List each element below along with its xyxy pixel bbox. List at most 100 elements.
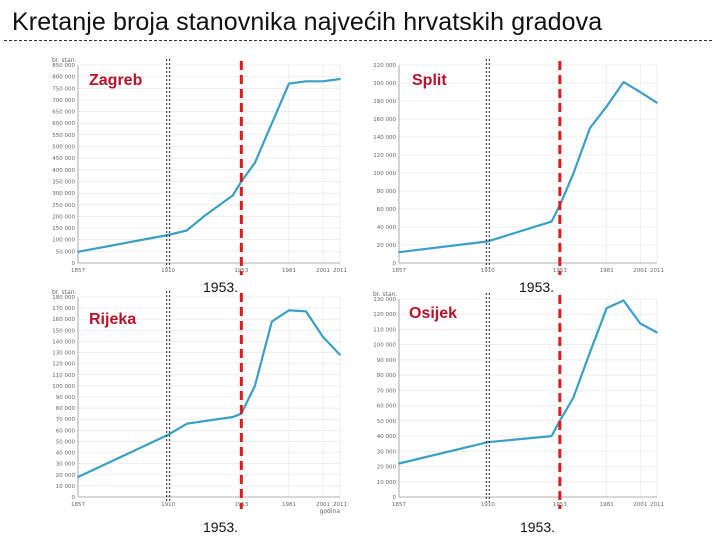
y-tick-label: 700 000: [52, 98, 75, 104]
data-point: [322, 336, 324, 338]
data-point: [339, 353, 341, 356]
data-point: [185, 422, 188, 425]
y-tick-label: 400 000: [52, 168, 75, 174]
data-point: [622, 81, 625, 83]
marker-label-zagreb: 1953.: [203, 279, 239, 295]
marker-label-split: 1953.: [519, 279, 555, 295]
y-tick-label: 50 000: [377, 419, 397, 425]
x-tick-label: 2011: [650, 502, 664, 508]
data-point: [231, 416, 234, 418]
y-tick-label: 120 000: [373, 153, 396, 159]
chart-split: 220 000 200 000 180 000 160 000 140 000 120 0…: [365, 55, 665, 295]
y-tick-label: 80 000: [56, 406, 76, 412]
data-point: [305, 310, 307, 313]
y-tick-label: 250 000: [52, 203, 75, 209]
data-point: [622, 299, 625, 302]
y-tick-label: 180 000: [52, 295, 75, 301]
y-tick-label: 90 000: [377, 358, 397, 364]
y-tick-label: 110 000: [52, 373, 75, 379]
y-tick-label: 40 000: [377, 434, 397, 440]
data-point: [77, 250, 79, 253]
y-tick-label: 80 000: [377, 373, 397, 379]
x-tick-label: 2011: [333, 268, 347, 274]
y-tick-label: 40 000: [377, 225, 397, 231]
y-tick-label: 140 000: [52, 339, 75, 345]
data-point: [185, 229, 188, 232]
data-point: [639, 322, 642, 325]
x-tick-label: 1981: [600, 502, 614, 508]
city-label-osijek: Osijek: [409, 305, 458, 322]
data-point: [589, 351, 591, 354]
y-tick-label: 30 000: [377, 449, 397, 455]
x-tick-label: 1857: [71, 268, 85, 274]
y-unit-label: br. stan.: [52, 57, 76, 64]
y-tick-label: 140 000: [373, 135, 396, 141]
data-point: [305, 80, 307, 83]
y-tick-label: 160 000: [52, 317, 75, 323]
data-point: [231, 194, 234, 197]
data-point: [656, 101, 658, 104]
y-tick-label: 70 000: [377, 388, 397, 394]
y-tick-label: 70 000: [56, 417, 76, 423]
data-point: [398, 462, 400, 465]
y-tick-label: 350 000: [52, 179, 75, 185]
x-tick-label: 1910: [481, 268, 495, 274]
data-point: [398, 251, 400, 254]
x-tick-label: 2001: [633, 502, 647, 508]
x-tick-label: 2001: [316, 502, 330, 508]
y-tick-label: 450 000: [52, 156, 75, 162]
city-label-split: Split: [412, 72, 447, 89]
y-unit-label: br. stan.: [52, 289, 76, 296]
data-point: [288, 309, 290, 312]
x-tick-label: 2011: [650, 268, 664, 274]
y-tick-label: 300 000: [52, 191, 75, 197]
y-tick-label: 60 000: [377, 404, 397, 410]
city-label-rijeka: Rijeka: [89, 311, 137, 328]
x-tick-label: 1910: [481, 502, 495, 508]
data-point: [605, 307, 608, 310]
y-tick-label: 20 000: [56, 473, 76, 479]
x-axis-label: godina: [320, 508, 341, 515]
chart-split-svg: 220 000 200 000 180 000 160 000 140 000 120 0…: [373, 59, 664, 275]
y-tick-label: 130 000: [373, 297, 396, 303]
y-tick-label: 10 000: [377, 480, 397, 486]
y-tick-label: 550 000: [52, 133, 75, 139]
y-tick-label: 80 000: [377, 189, 397, 195]
y-tick-label: 150 000: [52, 328, 75, 334]
marker-label-rijeka: 1953.: [203, 519, 239, 535]
chart-osijek-svg: 130 000 120 000 110 000 100 000 90 000 80 000…: [373, 291, 664, 509]
y-tick-label: 150 000: [52, 226, 75, 232]
data-point: [271, 320, 273, 323]
data-point: [77, 476, 79, 478]
y-tick-label: 110 000: [373, 327, 396, 333]
y-tick-label: 100 000: [52, 238, 75, 244]
data-point: [288, 82, 290, 85]
y-tick-label: 100 000: [373, 343, 396, 349]
data-point: [322, 80, 324, 83]
series-line-rijeka: [77, 309, 341, 478]
y-tick-label: 500 000: [52, 145, 75, 151]
y-tick-label: 90 000: [56, 395, 76, 401]
title-divider: [4, 40, 712, 41]
y-tick-label: 0: [393, 261, 397, 267]
data-point: [339, 78, 341, 80]
x-tick-label: 2011: [333, 502, 347, 508]
page-title: Kretanje broja stanovnika najvećih hrvat…: [12, 8, 603, 36]
x-tick-label: 1857: [71, 502, 85, 508]
data-point: [486, 441, 489, 444]
data-point: [254, 384, 256, 387]
y-tick-label: 600 000: [52, 121, 75, 127]
marker-label-osijek: 1953.: [520, 519, 556, 535]
x-tick-label: 1910: [161, 502, 175, 508]
chart-zagreb-svg: 850 000 800 000 750 000 700 000 650 000 600 0…: [52, 57, 347, 275]
chart-osijek: 130 000 120 000 110 000 100 000 90 000 80 000…: [365, 285, 665, 535]
y-tick-label: 170 000: [52, 306, 75, 312]
data-point: [167, 234, 170, 236]
data-point: [572, 397, 575, 399]
y-tick-label: 850 000: [52, 63, 75, 69]
x-tick-label: 1857: [392, 502, 406, 508]
y-tick-label: 30 000: [56, 462, 76, 468]
x-tick-label: 2001: [316, 268, 330, 274]
y-tick-label: 100 000: [373, 171, 396, 177]
data-point: [572, 173, 575, 175]
